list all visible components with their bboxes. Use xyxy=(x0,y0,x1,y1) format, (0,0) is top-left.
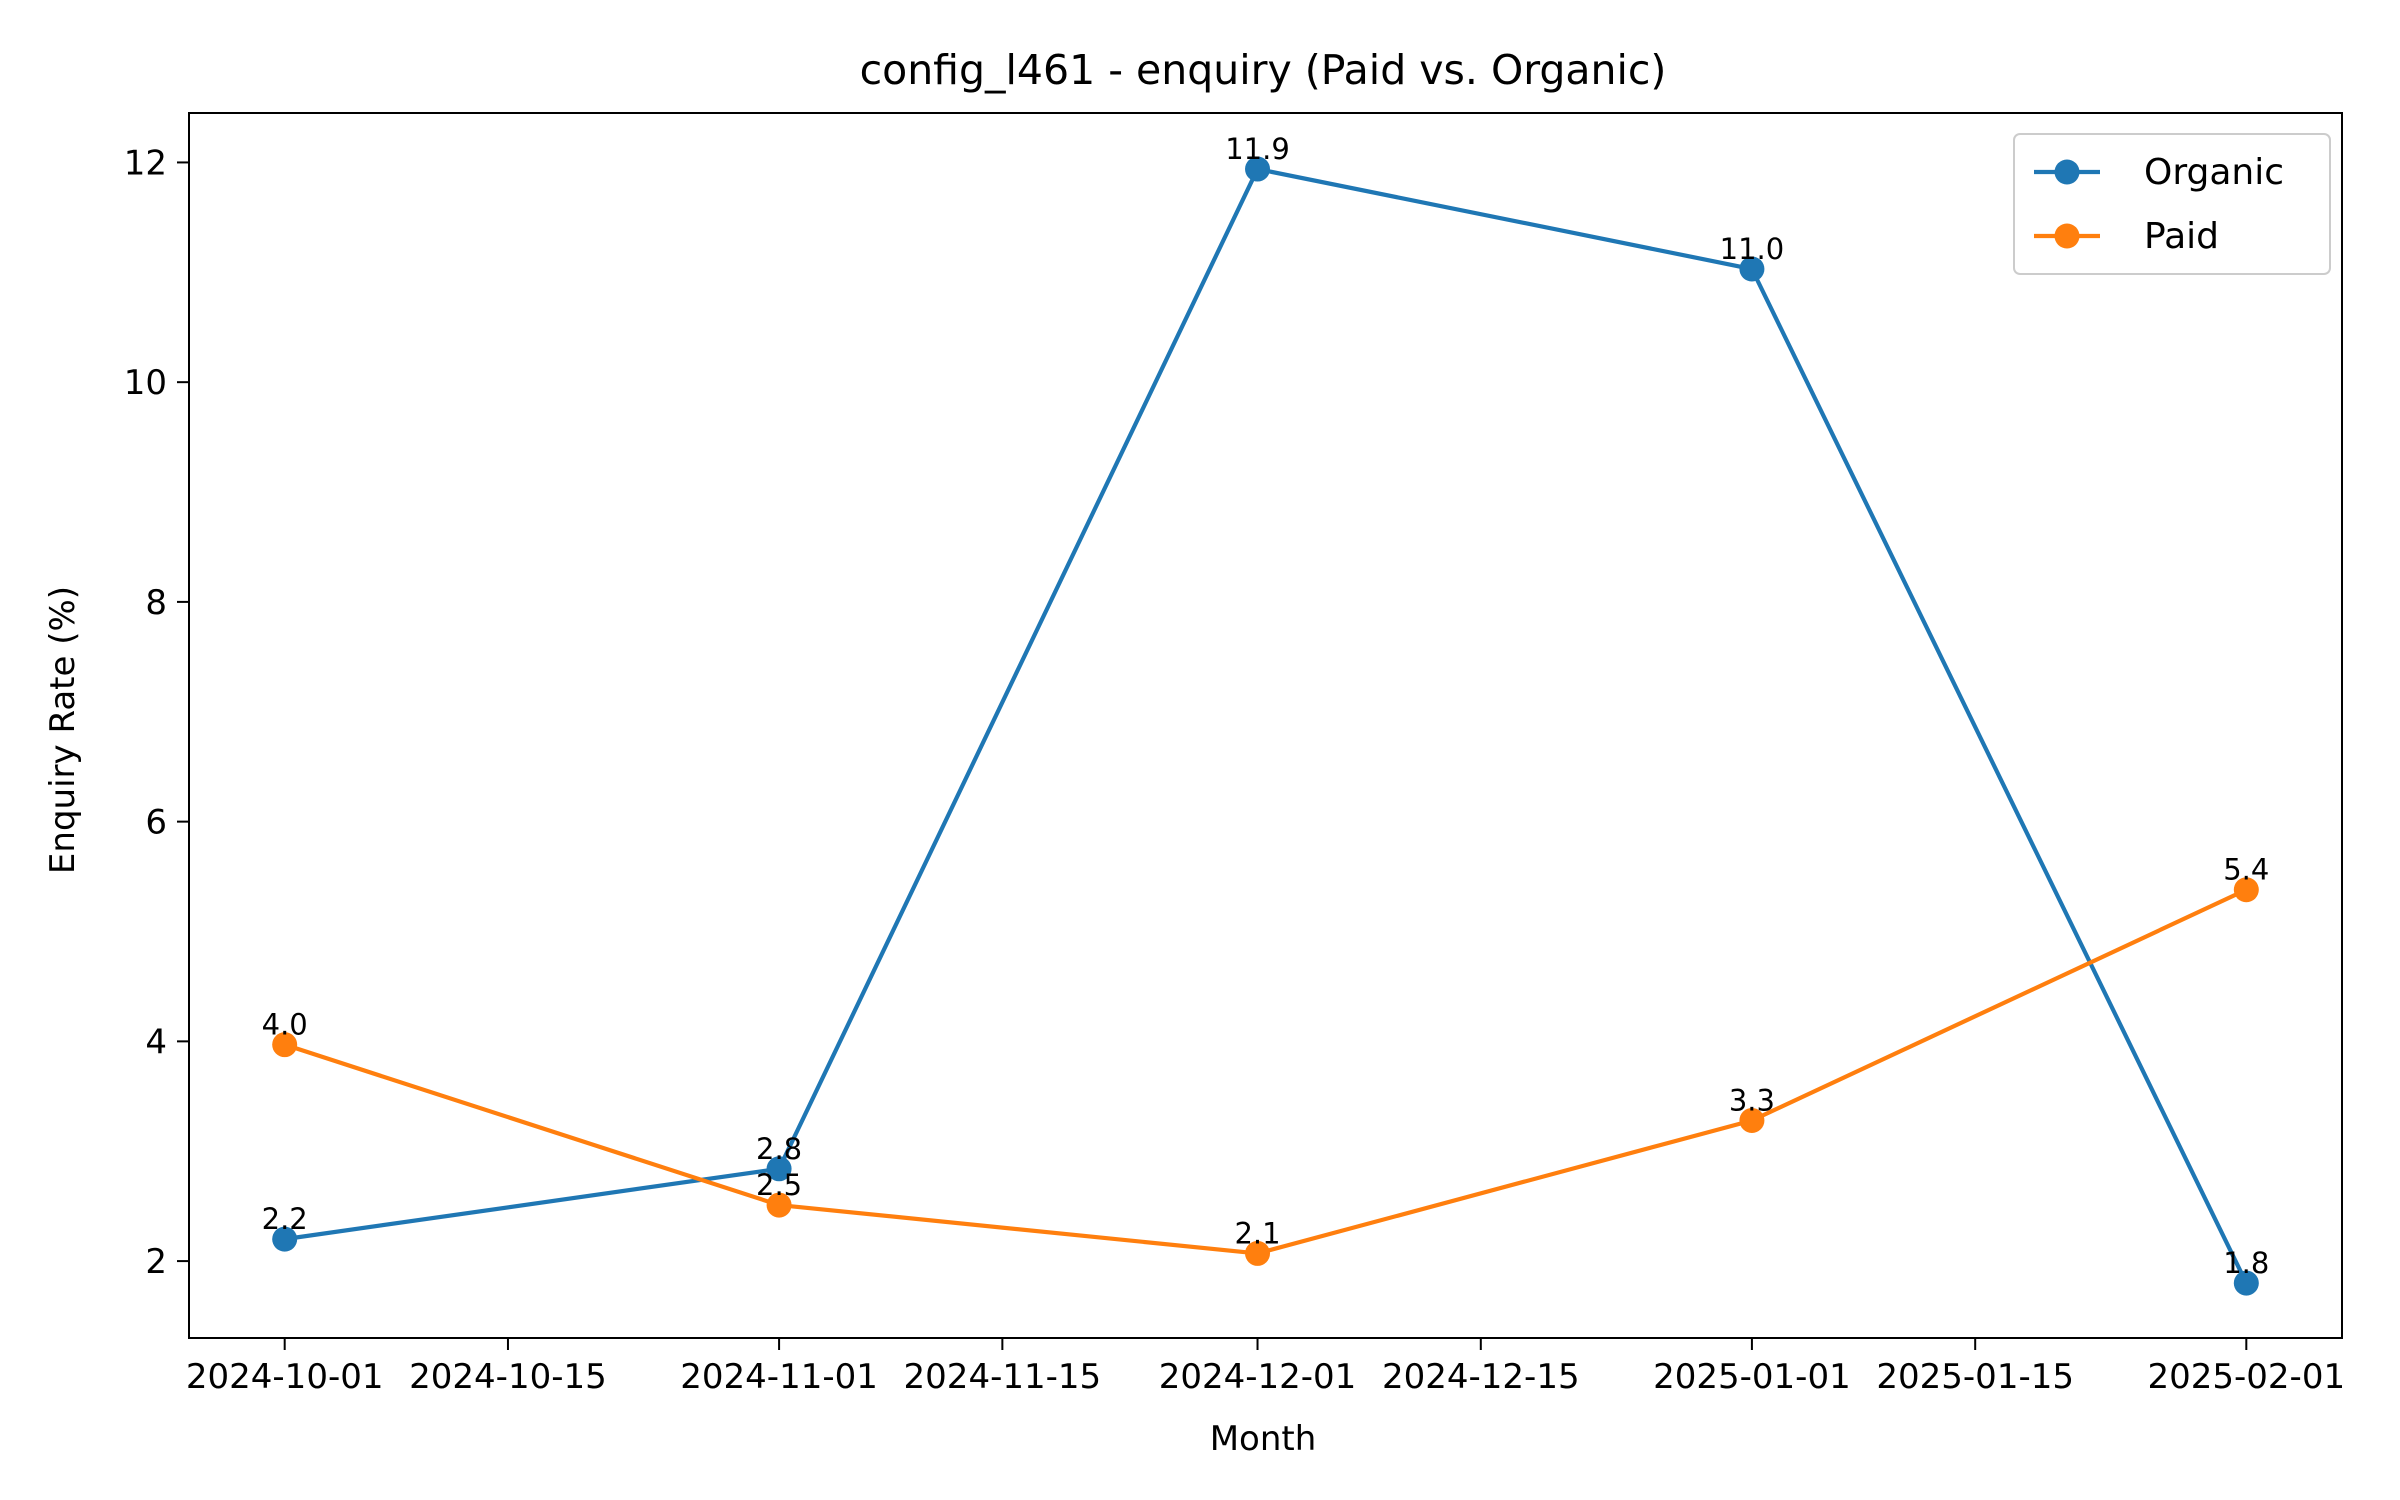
x-tick-label: 2024-10-15 xyxy=(409,1357,607,1397)
x-tick-label: 2025-02-01 xyxy=(2148,1357,2346,1397)
data-label-organic: 1.8 xyxy=(2223,1246,2269,1280)
data-point-organic xyxy=(1739,256,1765,282)
data-label-organic: 11.9 xyxy=(1225,132,1290,166)
x-axis-label: Month xyxy=(1210,1419,1317,1459)
x-tick-label: 2025-01-15 xyxy=(1876,1357,2074,1397)
axes: 2024-10-01 2024-10-15 2024-11-01 2024-11-15… xyxy=(124,112,2346,1397)
legend-label-organic: Organic xyxy=(2144,152,2284,193)
legend: Organic Paid xyxy=(2013,133,2331,275)
chart-title: config_l461 - enquiry (Paid vs. Organic) xyxy=(860,46,1667,94)
legend-label-paid: Paid xyxy=(2144,216,2219,257)
plot-frame xyxy=(188,112,2343,1339)
data-point-paid xyxy=(272,1032,298,1058)
data-label-paid: 3.3 xyxy=(1729,1083,1775,1117)
y-tick-label: 12 xyxy=(124,143,167,183)
data-point-paid xyxy=(2233,877,2259,903)
data-label-paid: 2.1 xyxy=(1234,1216,1280,1250)
legend-swatch-marker xyxy=(2054,223,2080,249)
data-point-paid xyxy=(766,1192,792,1218)
data-point-paid xyxy=(1245,1240,1271,1266)
legend-box xyxy=(2013,133,2331,275)
x-tick-label: 2024-11-15 xyxy=(904,1357,1102,1397)
y-axis-label: Enquiry Rate (%) xyxy=(43,586,83,874)
data-point-organic xyxy=(2233,1270,2259,1296)
x-tick-label: 2025-01-01 xyxy=(1653,1357,1851,1397)
y-tick-label: 10 xyxy=(124,363,167,403)
y-tick-label: 8 xyxy=(145,583,167,623)
y-tick-label: 6 xyxy=(145,803,167,843)
data-label-paid: 4.0 xyxy=(262,1008,308,1042)
legend-swatch-marker xyxy=(2054,159,2080,185)
data-label-paid: 2.5 xyxy=(756,1168,802,1202)
x-tick-label: 2024-12-15 xyxy=(1382,1357,1580,1397)
plot-area: 2.2 2.8 11.9 11.0 1.8 4.0 2.5 2.1 3.3 5.4 xyxy=(262,132,2269,1296)
x-tick-label: 2024-10-01 xyxy=(186,1357,384,1397)
x-tick-label: 2024-11-01 xyxy=(680,1357,878,1397)
data-label-organic: 2.8 xyxy=(756,1132,802,1166)
data-point-organic xyxy=(1245,156,1271,182)
data-point-organic xyxy=(272,1226,298,1252)
y-tick-label: 2 xyxy=(145,1242,167,1282)
x-tick-label: 2024-12-01 xyxy=(1159,1357,1357,1397)
data-label-paid: 5.4 xyxy=(2223,853,2269,887)
data-label-organic: 11.0 xyxy=(1720,232,1785,266)
y-tick-label: 4 xyxy=(145,1022,167,1062)
data-point-organic xyxy=(766,1156,792,1182)
data-label-organic: 2.2 xyxy=(262,1202,308,1236)
data-point-paid xyxy=(1739,1107,1765,1133)
